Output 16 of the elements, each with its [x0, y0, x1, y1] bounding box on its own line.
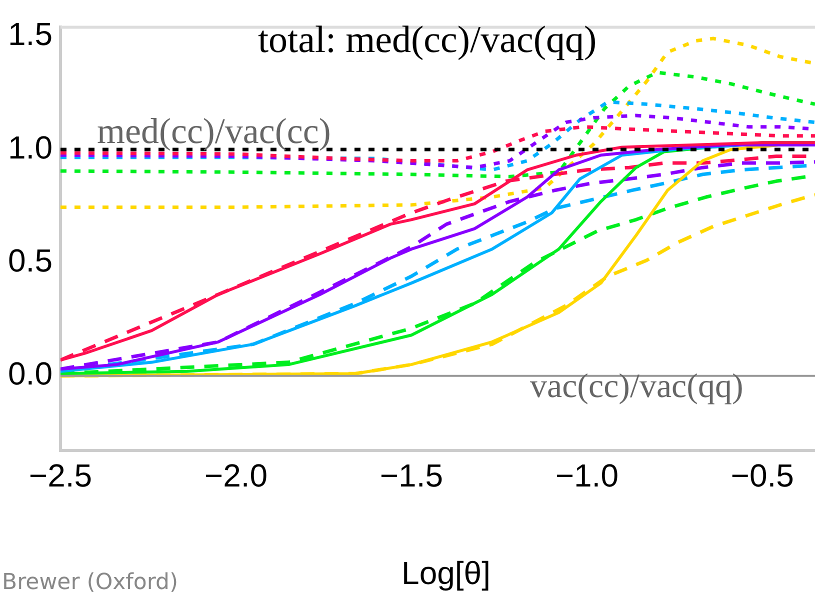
x-tick-label: −2.5 — [28, 458, 92, 494]
line-series — [60, 100, 815, 172]
annotation: med(cc)/vac(cc) — [97, 110, 331, 152]
annotation: total: med(cc)/vac(qq) — [258, 18, 597, 62]
annotation: vac(cc)/vac(qq) — [530, 368, 744, 406]
y-tick-label: 0.5 — [8, 242, 52, 278]
x-tick-label: −0.5 — [730, 458, 794, 494]
y-tick-label: 1.5 — [8, 16, 52, 52]
x-tick-label: −1.0 — [555, 458, 618, 494]
text: Brewer (Oxford) — [2, 570, 178, 595]
y-tick-label: 0.0 — [8, 356, 52, 392]
x-axis-title: Log[θ] — [402, 555, 490, 591]
x-tick-label: −1.5 — [380, 458, 444, 494]
y-tick-label: 1.0 — [8, 129, 52, 166]
line-series — [60, 70, 815, 178]
x-tick-label: −2.0 — [204, 458, 268, 494]
